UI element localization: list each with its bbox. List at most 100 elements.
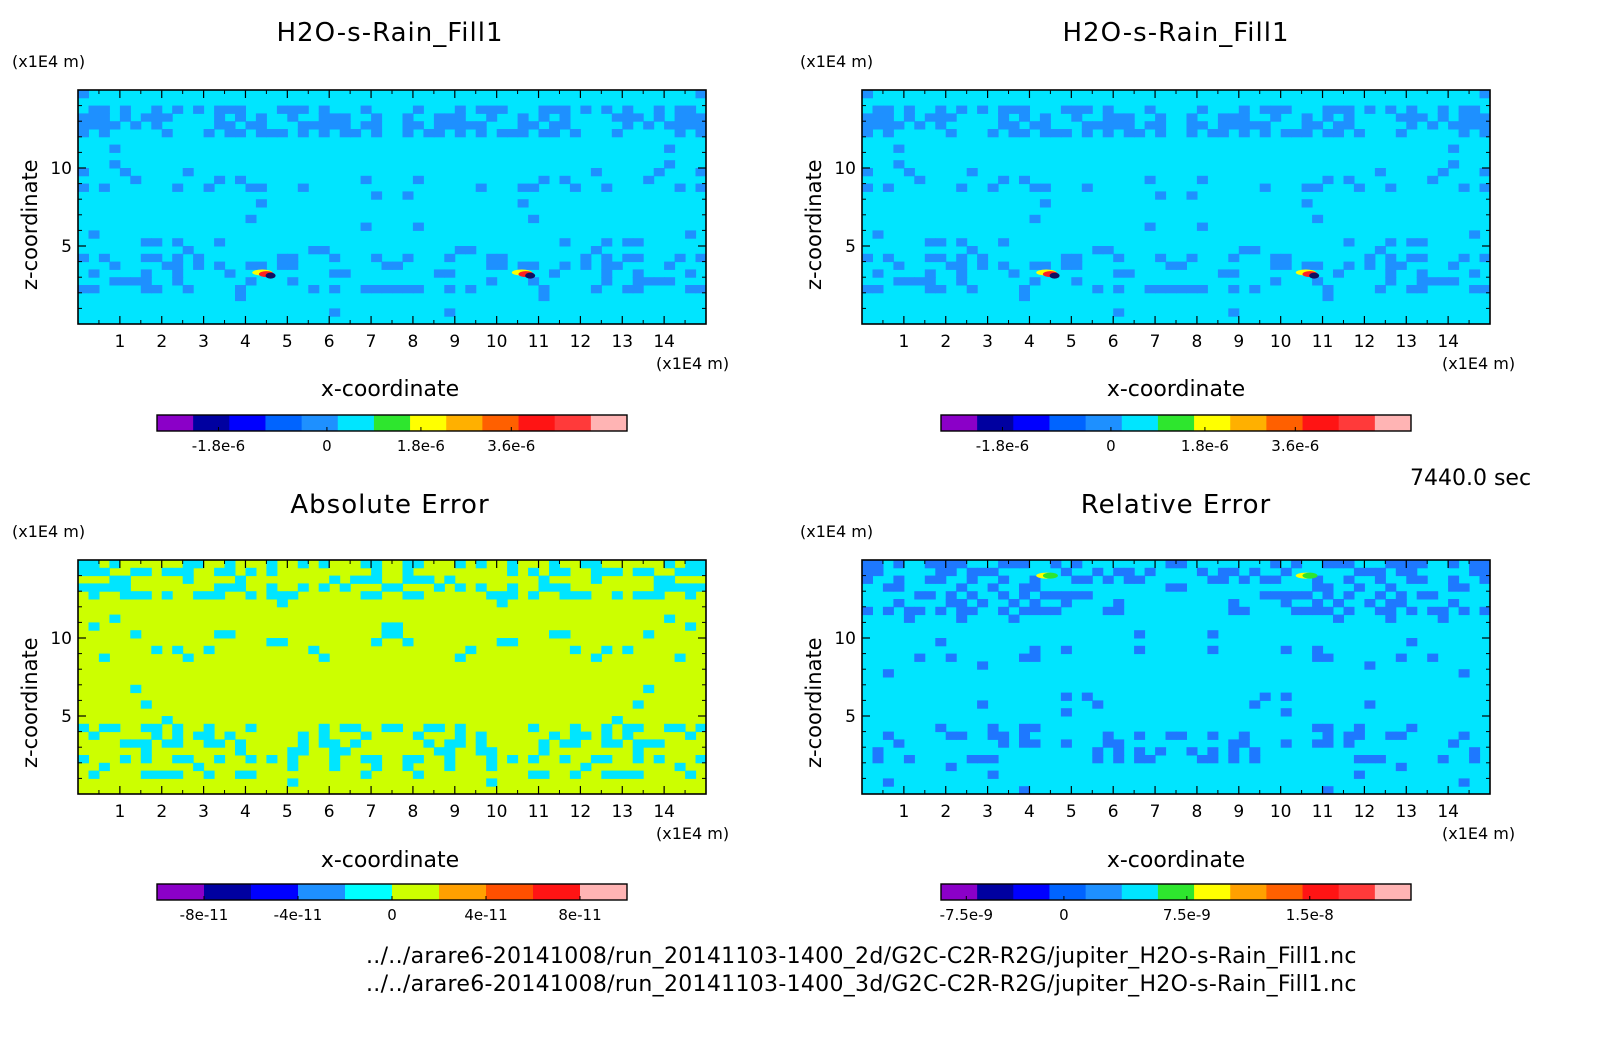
colorbar-swatch [941,884,978,900]
field-cell [161,567,173,577]
field-cell [88,269,100,278]
field-cell [360,591,372,600]
field-cell [1448,560,1460,569]
field-cell [1333,599,1344,608]
field-cell [956,277,968,286]
field-hotspot [525,272,536,279]
field-cell [98,121,110,130]
field-cell [914,175,926,185]
colorbar-swatch [486,884,534,900]
field-cell [998,560,1010,569]
field-cell [590,168,602,177]
y-unit-label: (x1E4 m) [800,52,874,71]
field-cell [412,175,424,185]
field-hotspot [265,272,276,279]
field-cell [956,599,968,608]
field-cell [161,716,173,725]
field-cell [1102,105,1114,114]
field-cell [1029,183,1041,192]
field-cell [371,575,383,584]
field-cell [140,269,152,278]
field-cell [862,253,873,263]
field-cell [1406,567,1418,577]
x-tick-label: 14 [1437,332,1459,352]
field-cell [1364,261,1376,270]
x-tick-label: 8 [1192,332,1203,352]
field-cell [444,113,456,122]
field-cell [287,755,299,764]
field-cell [1322,560,1334,569]
field-cell [444,269,456,278]
field-cell [1060,708,1072,717]
field-cell [1479,606,1491,616]
field-cell [98,723,110,733]
field-cell [882,129,894,138]
field-cell [287,253,299,263]
field-cell [109,261,121,270]
field-cell [569,645,581,655]
field-cell [1353,129,1365,138]
field-cell [1458,583,1470,592]
field-cell [653,583,665,592]
field-cell [318,583,330,592]
field-cell [1406,560,1418,569]
field-cell [872,285,884,294]
field-cell [433,723,445,733]
field-cell [1479,567,1491,577]
field-cell [977,105,989,114]
x-tick-label: 5 [282,802,293,822]
field-cell [664,583,676,592]
field-cell [486,277,498,286]
field-cell [140,253,152,263]
field-cell [360,770,372,779]
field-cell [109,583,121,592]
colorbar-tick-label: -7.5e-9 [940,906,993,924]
field-cell [1196,121,1208,130]
field-cell [1312,653,1324,662]
colorbar-frame [940,414,1412,432]
field-cell [486,105,498,114]
field-cell [245,591,257,600]
field-cell [423,129,435,138]
field-cell [308,246,320,255]
field-cell [1364,700,1376,709]
field-cell [695,90,707,99]
field-cell [1479,285,1491,294]
field-cell [517,261,529,270]
field-cell [255,129,267,138]
y-tick-label: 5 [845,707,856,727]
field-cell [549,105,560,114]
field-cell [1050,129,1062,138]
field-cell [601,739,613,748]
field-cell [517,121,529,130]
field-cell [224,129,236,138]
field-cell [454,723,466,733]
field-cell [882,105,894,114]
field-cell [475,121,487,130]
field-cell [1081,692,1093,701]
field-cell [109,277,121,286]
field-cell [507,638,519,647]
colorbar-swatch [1230,415,1267,431]
field-cell [350,723,362,733]
field-cell [1071,113,1083,122]
field-cell [903,105,915,114]
field-cell [214,261,226,270]
field-cell [1395,567,1407,577]
field-cell [182,567,194,577]
field-cell [674,121,686,130]
field-cell [611,770,623,779]
field-cell [318,560,330,569]
field-cell [1448,575,1460,584]
field-cell [371,191,383,200]
field-cell [1280,567,1292,577]
field-cell [1448,121,1460,130]
field-cell [1029,739,1041,748]
field-cell [1176,583,1187,592]
x-tick-label: 12 [1354,802,1376,822]
field-cell [1479,168,1491,177]
field-cell [538,175,550,185]
field-cell [402,567,414,577]
field-cell [140,567,152,577]
field-cell [1479,253,1491,263]
